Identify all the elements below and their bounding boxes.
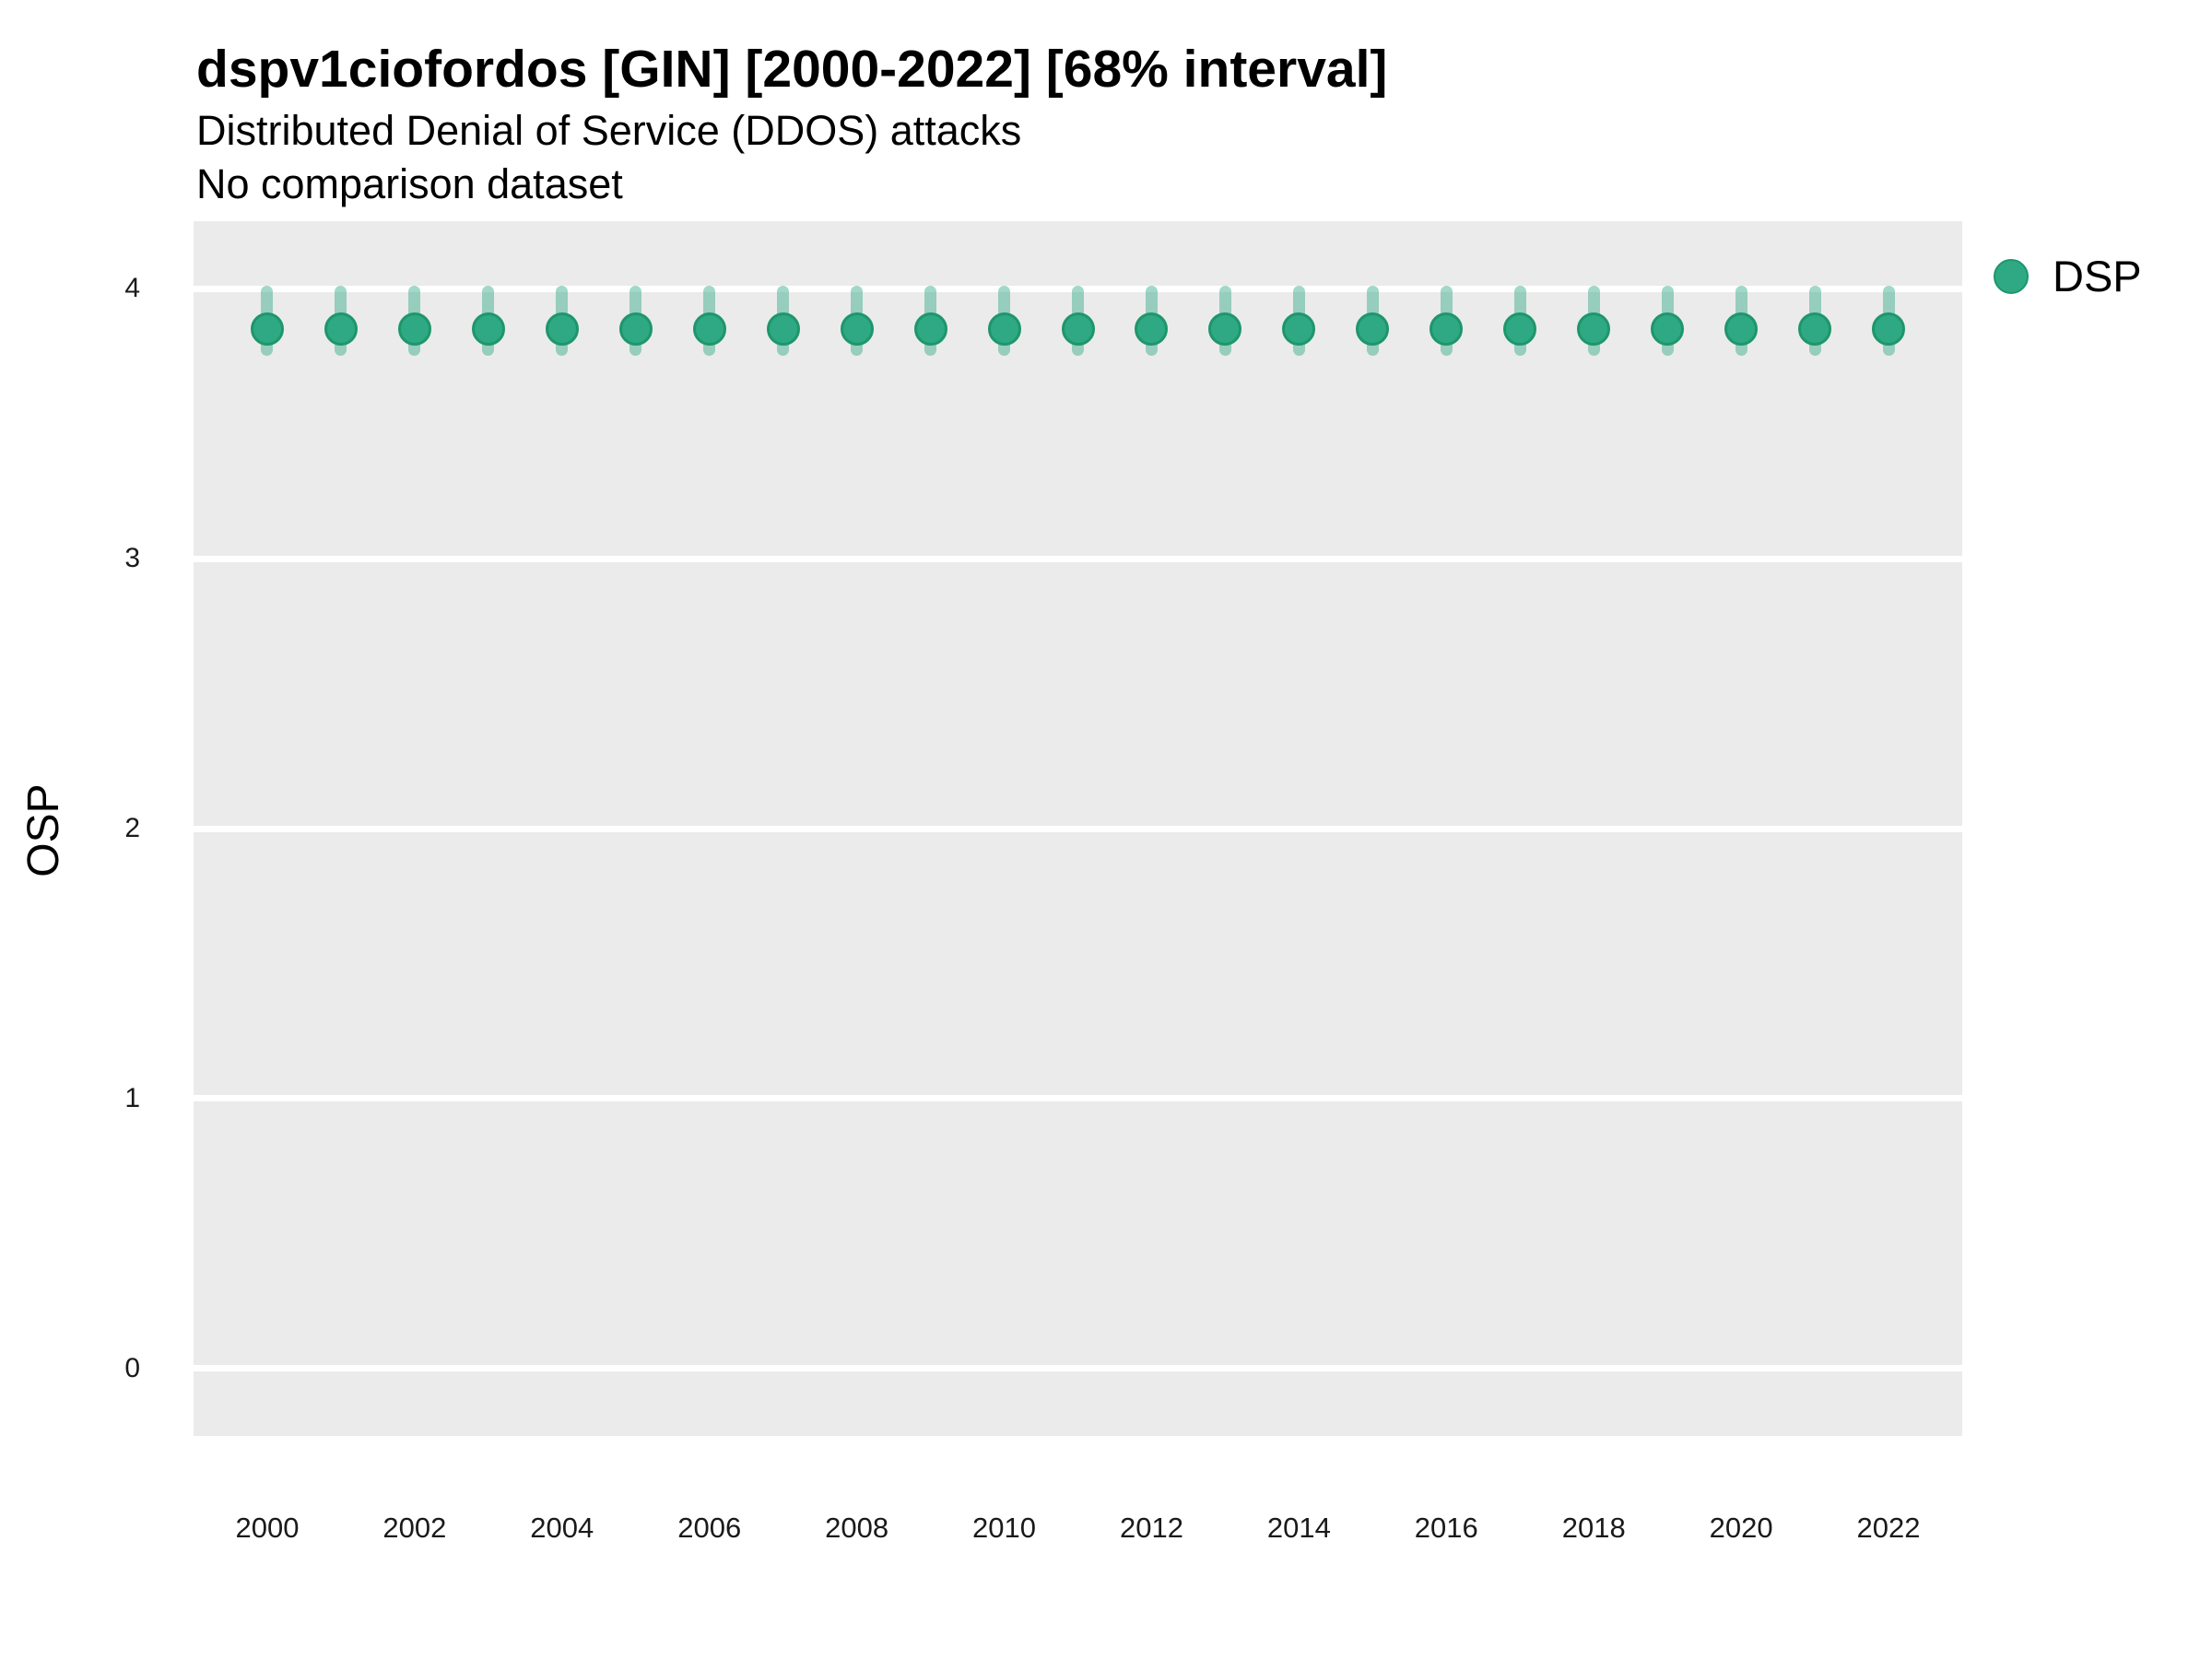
data-point-2019 (1651, 312, 1685, 347)
x-tick-label-2018: 2018 (1561, 1512, 1626, 1544)
data-point-2016 (1430, 312, 1464, 347)
data-point-2013 (1208, 312, 1242, 347)
data-point-2018 (1577, 312, 1611, 347)
y-tick-label-3: 3 (124, 543, 140, 574)
chart-subtitle: Distributed Denial of Service (DDOS) att… (196, 107, 1022, 154)
legend-label: DSP (2053, 252, 2142, 300)
data-point-2001 (324, 312, 358, 347)
y-tick-label-0: 0 (124, 1352, 140, 1383)
data-point-2014 (1282, 312, 1316, 347)
data-point-2012 (1135, 312, 1169, 347)
x-tick-label-2010: 2010 (972, 1512, 1037, 1544)
gridline-y-2 (194, 825, 1962, 832)
chart-title: dspv1ciofordos [GIN] [2000-2022] [68% in… (196, 40, 1388, 99)
x-tick-label-2014: 2014 (1266, 1512, 1331, 1544)
data-point-2022 (1872, 312, 1906, 347)
data-point-2009 (913, 312, 947, 347)
data-point-2002 (397, 312, 431, 347)
gridline-y-0 (194, 1365, 1962, 1372)
plot-panel (194, 221, 1962, 1436)
x-tick-label-2006: 2006 (677, 1512, 742, 1544)
legend: DSP (1994, 249, 2142, 304)
y-tick-label-4: 4 (124, 273, 140, 304)
data-point-2020 (1724, 312, 1759, 347)
data-point-2006 (692, 312, 726, 347)
data-point-2021 (1798, 312, 1832, 347)
chart-note: No comparison dataset (196, 160, 623, 207)
data-point-2000 (250, 312, 284, 347)
data-point-2010 (987, 312, 1021, 347)
y-tick-label-1: 1 (124, 1082, 140, 1113)
x-tick-label-2004: 2004 (530, 1512, 594, 1544)
data-point-2011 (1061, 312, 1095, 347)
x-tick-label-2022: 2022 (1856, 1512, 1921, 1544)
y-tick-label-2: 2 (124, 813, 140, 843)
x-tick-label-2016: 2016 (1414, 1512, 1478, 1544)
gridline-y-4 (194, 285, 1962, 292)
data-point-2005 (618, 312, 653, 347)
data-point-2017 (1503, 312, 1537, 347)
gridline-y-3 (194, 555, 1962, 562)
data-point-2015 (1356, 312, 1390, 347)
data-point-2004 (545, 312, 579, 347)
data-point-2003 (471, 312, 505, 347)
x-tick-label-2008: 2008 (825, 1512, 889, 1544)
data-point-2007 (766, 312, 800, 347)
x-tick-label-2002: 2002 (382, 1512, 447, 1544)
x-tick-label-2020: 2020 (1709, 1512, 1773, 1544)
data-point-2008 (840, 312, 874, 347)
legend-point-icon (1994, 259, 2029, 294)
x-tick-label-2000: 2000 (235, 1512, 300, 1544)
gridline-y-1 (194, 1095, 1962, 1102)
x-tick-label-2012: 2012 (1119, 1512, 1183, 1544)
